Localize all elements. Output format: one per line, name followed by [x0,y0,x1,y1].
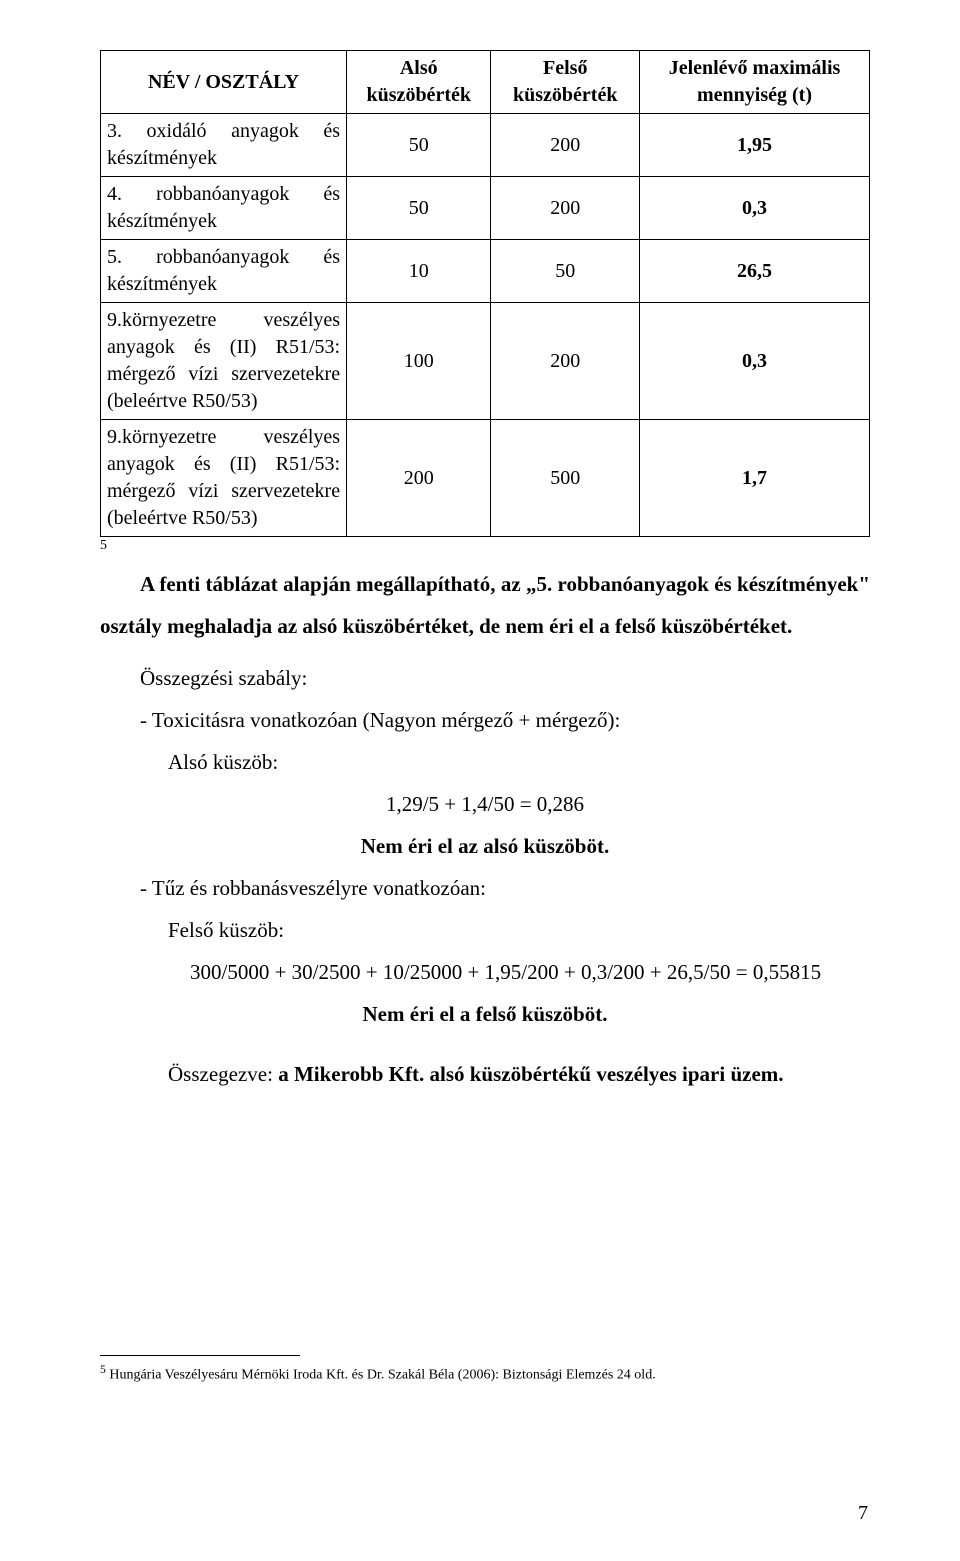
cell-name: 3. oxidáló anyagok és készítmények [101,114,347,177]
formula-toxicity: 1,29/5 + 1,4/50 = 0,286 [100,783,870,825]
table-row: 9.környezetre veszélyes anyagok és (II) … [101,303,870,420]
cell-low: 100 [347,303,491,420]
summary-prefix: Összegezve: [168,1062,278,1086]
conclusion-paragraph: A fenti táblázat alapján megállapítható,… [100,563,870,647]
cell-low: 200 [347,420,491,537]
table-row: 5. robbanóanyagok és készítmények105026,… [101,240,870,303]
cell-qty: 1,95 [640,114,870,177]
bullet-fire: - Tűz és robbanásveszélyre vonatkozóan: [100,867,870,909]
footnote-separator [100,1355,300,1356]
th-qty: Jelenlévő maximális mennyiség (t) [640,51,870,114]
cell-qty: 1,7 [640,420,870,537]
result-fire: Nem éri el a felső küszöböt. [100,993,870,1035]
th-low: Alsó küszöbérték [347,51,491,114]
cell-qty: 0,3 [640,303,870,420]
footnote-marker: 5 [100,539,870,553]
cell-high: 200 [491,177,640,240]
th-high: Felső küszöbérték [491,51,640,114]
cell-low: 50 [347,114,491,177]
result-toxicity: Nem éri el az alsó küszöböt. [100,825,870,867]
table-row: 4. robbanóanyagok és készítmények502000,… [101,177,870,240]
table-row: 9.környezetre veszélyes anyagok és (II) … [101,420,870,537]
table-header-row: NÉV / OSZTÁLY Alsó küszöbérték Felső küs… [101,51,870,114]
lower-threshold-label: Alsó küszöb: [100,741,870,783]
cell-name: 5. robbanóanyagok és készítmények [101,240,347,303]
cell-high: 500 [491,420,640,537]
threshold-table: NÉV / OSZTÁLY Alsó küszöbérték Felső küs… [100,50,870,537]
footnote-line: 5 Hungária Veszélyesáru Mérnöki Iroda Kf… [100,1362,870,1385]
table-body: 3. oxidáló anyagok és készítmények502001… [101,114,870,537]
bullet-toxicity: - Toxicitásra vonatkozóan (Nagyon mérgez… [100,699,870,741]
page-number: 7 [858,1502,868,1525]
cell-low: 10 [347,240,491,303]
table-row: 3. oxidáló anyagok és készítmények502001… [101,114,870,177]
cell-name: 4. robbanóanyagok és készítmények [101,177,347,240]
cell-low: 50 [347,177,491,240]
cell-high: 200 [491,114,640,177]
summary-rule-label: Összegzési szabály: [100,657,870,699]
th-name: NÉV / OSZTÁLY [101,51,347,114]
footnote-text: Hungária Veszélyesáru Mérnöki Iroda Kft.… [106,1368,656,1383]
formula-fire: 300/5000 + 30/2500 + 10/25000 + 1,95/200… [100,951,870,993]
cell-qty: 26,5 [640,240,870,303]
cell-high: 200 [491,303,640,420]
conclusion-text: A fenti táblázat alapján megállapítható,… [100,572,870,638]
cell-name: 9.környezetre veszélyes anyagok és (II) … [101,303,347,420]
final-summary: Összegezve: a Mikerobb Kft. alsó küszöbé… [100,1053,870,1095]
upper-threshold-label: Felső küszöb: [100,909,870,951]
cell-qty: 0,3 [640,177,870,240]
cell-name: 9.környezetre veszélyes anyagok és (II) … [101,420,347,537]
summary-bold: a Mikerobb Kft. alsó küszöbértékű veszél… [278,1062,783,1086]
cell-high: 50 [491,240,640,303]
